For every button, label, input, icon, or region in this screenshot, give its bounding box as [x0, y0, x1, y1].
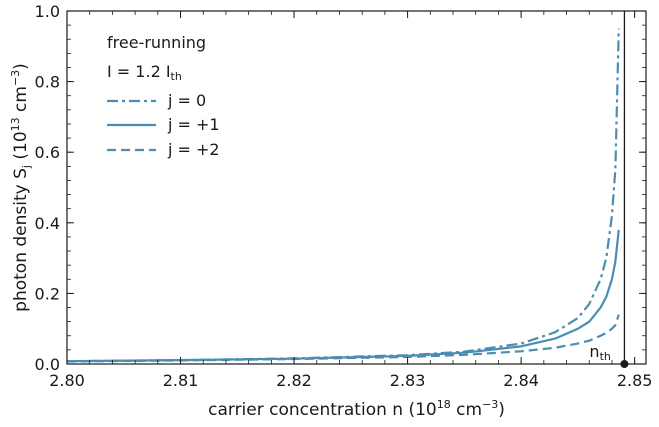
series-layer: [66, 28, 620, 363]
x-axis-title: carrier concentration n (1018 cm−3): [208, 398, 505, 420]
legend: j = 0 j = +1 j = +2: [107, 91, 220, 159]
series-line-2: [66, 314, 620, 363]
y-axis-title: photon density Sj (1013 cm−3): [9, 63, 33, 312]
axes-layer: [66, 10, 647, 368]
y-tick-label: 0.2: [35, 284, 60, 303]
labels-layer: nth free-running I = 1.2 Ith carrier concen…: [9, 33, 611, 420]
threshold-marker: [620, 360, 629, 368]
y-tick-label: 0.8: [35, 73, 60, 92]
annotation-current: I = 1.2 Ith: [107, 62, 182, 83]
x-tick-label: 2.84: [503, 371, 539, 390]
y-tick-label: 0.6: [35, 143, 60, 162]
x-tick-label: 2.80: [49, 371, 85, 390]
x-tick-label: 2.81: [163, 371, 199, 390]
legend-label-0: j = 0: [167, 91, 206, 110]
legend-label-2: j = +2: [167, 140, 220, 159]
series-line-1: [66, 229, 620, 363]
y-tick-label: 0.4: [35, 214, 60, 233]
x-tick-label: 2.85: [617, 371, 653, 390]
legend-label-1: j = +1: [167, 115, 220, 134]
annotation-free-running: free-running: [107, 33, 206, 52]
x-tick-label: 2.82: [276, 371, 312, 390]
plot-frame: [66, 10, 647, 365]
x-tick-label: 2.83: [390, 371, 426, 390]
threshold-label: nth: [589, 342, 610, 363]
y-tick-label: 0.0: [35, 355, 60, 374]
ticks-layer: 2.80 2.81 2.82 2.83 2.84 2.85 0.0 0.2 0.4 0.6 0.8 1…: [35, 2, 653, 390]
y-tick-label: 1.0: [35, 2, 60, 21]
